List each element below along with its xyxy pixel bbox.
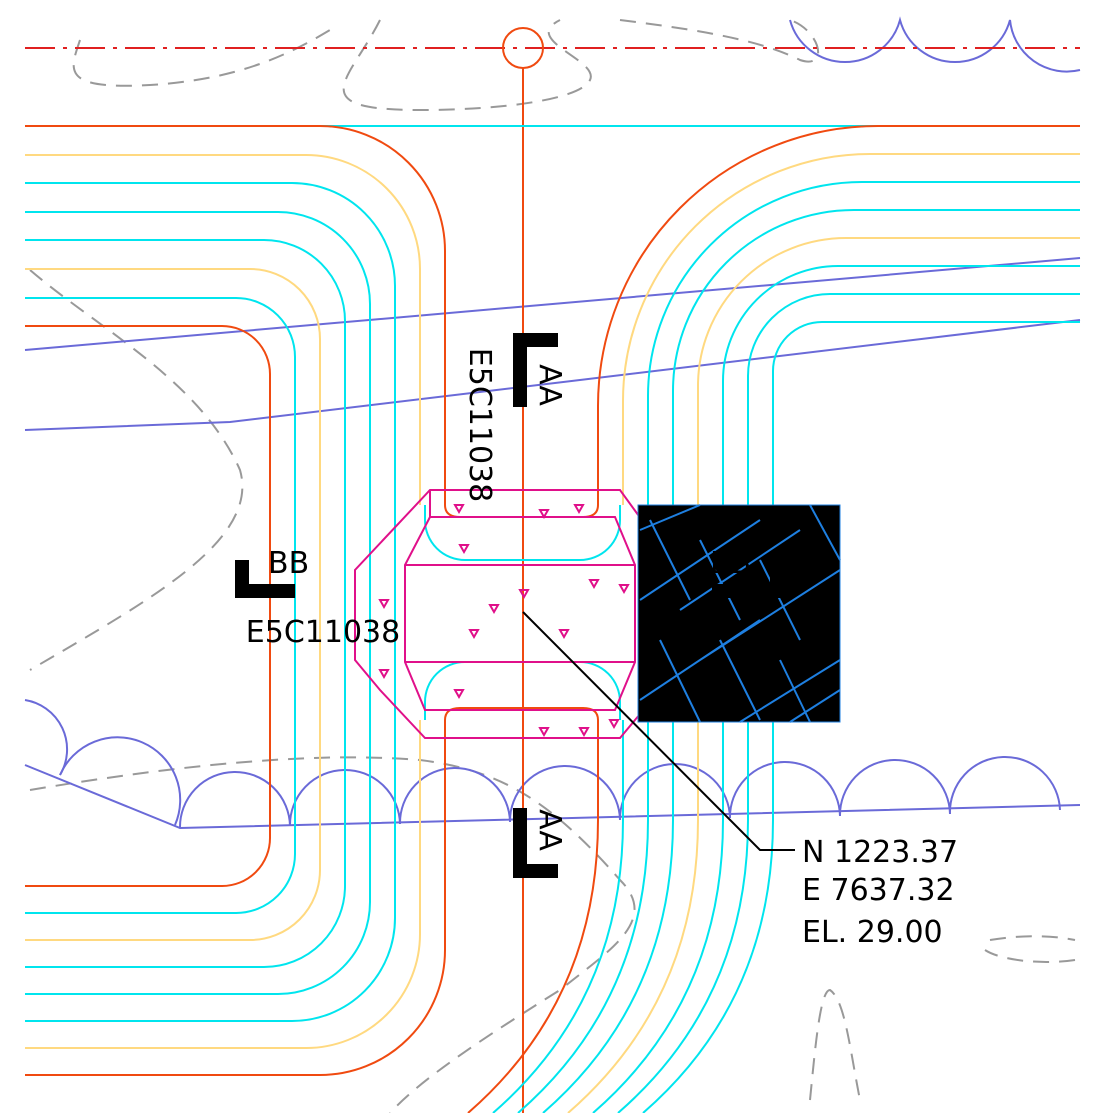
section-label: BB — [710, 546, 751, 581]
sheet-reference: E5C11038 — [246, 615, 400, 650]
easting: E 7637.32 — [802, 873, 955, 908]
section-label: BB — [268, 546, 309, 581]
drawing: AA E5C11038 AA BB E5C11038 BB N 1223.37 … — [0, 0, 1099, 1113]
northing: N 1223.37 — [802, 835, 958, 870]
section-label: AA — [532, 364, 567, 406]
section-label: AA — [532, 809, 567, 851]
elevation: EL. 29.00 — [802, 915, 943, 950]
sheet-reference: E5C11038 — [462, 348, 497, 502]
